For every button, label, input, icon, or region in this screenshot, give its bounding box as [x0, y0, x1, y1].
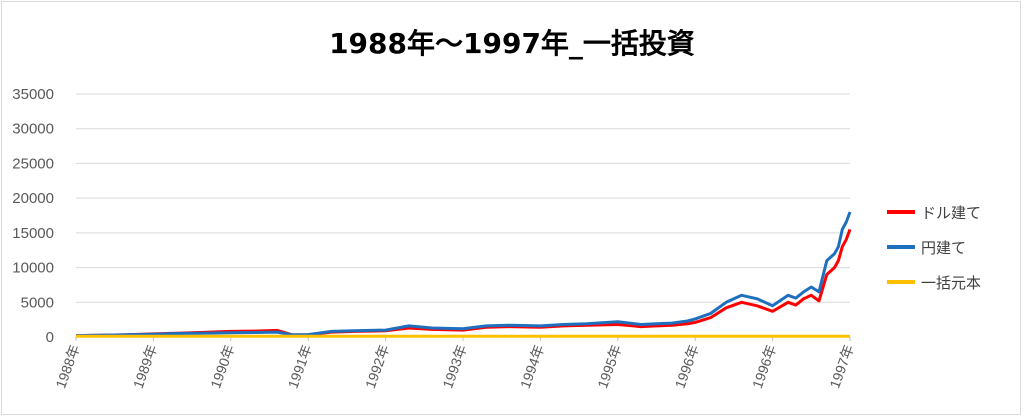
legend-item: 一括元本 [887, 271, 981, 293]
x-tick-label: 1997年 [826, 343, 856, 391]
y-tick-label: 5000 [21, 294, 54, 311]
legend-label: 一括元本 [921, 273, 982, 292]
x-tick-label: 1994年 [517, 343, 547, 391]
x-tick-label: 1990年 [207, 343, 237, 391]
legend-item: 円建て [887, 236, 966, 258]
y-tick-label: 25000 [12, 155, 54, 172]
series-line-円建て [75, 211, 852, 338]
gridlines [76, 93, 850, 338]
y-tick-label: 10000 [12, 260, 54, 277]
y-tick-label: 0 [46, 329, 54, 346]
x-axis: 1988年 1989年 1990年 1991年 1992年 1993年 1994年 1995年… [52, 337, 857, 391]
y-tick-label: 35000 [12, 86, 54, 103]
y-tick-label: 20000 [12, 190, 54, 207]
legend-item: ドル建て [887, 201, 981, 223]
chart-title: 1988年～1997年_一括投資 [329, 27, 695, 60]
x-tick-label: 1996年 [749, 343, 779, 391]
series-line-ドル建て [75, 228, 852, 338]
x-tick-label: 1991年 [285, 343, 315, 391]
y-tick-label: 30000 [12, 121, 54, 138]
x-tick-label: 1993年 [439, 343, 469, 391]
legend-swatch [887, 280, 915, 284]
legend-label: 円建て [921, 238, 967, 257]
y-axis: 0 5000 10000 15000 20000 25000 30000 35000 [12, 86, 54, 346]
series-lines [75, 211, 852, 338]
x-tick-label: 1988年 [52, 343, 82, 391]
y-tick-label: 15000 [12, 225, 54, 242]
x-tick-label: 1992年 [362, 343, 392, 391]
legend-swatch [887, 245, 915, 249]
x-tick-label: 1996年 [672, 343, 702, 391]
x-tick-label: 1995年 [594, 343, 624, 391]
legend-swatch [887, 210, 915, 214]
legend-label: ドル建て [921, 203, 982, 222]
x-tick-label: 1989年 [130, 343, 160, 391]
